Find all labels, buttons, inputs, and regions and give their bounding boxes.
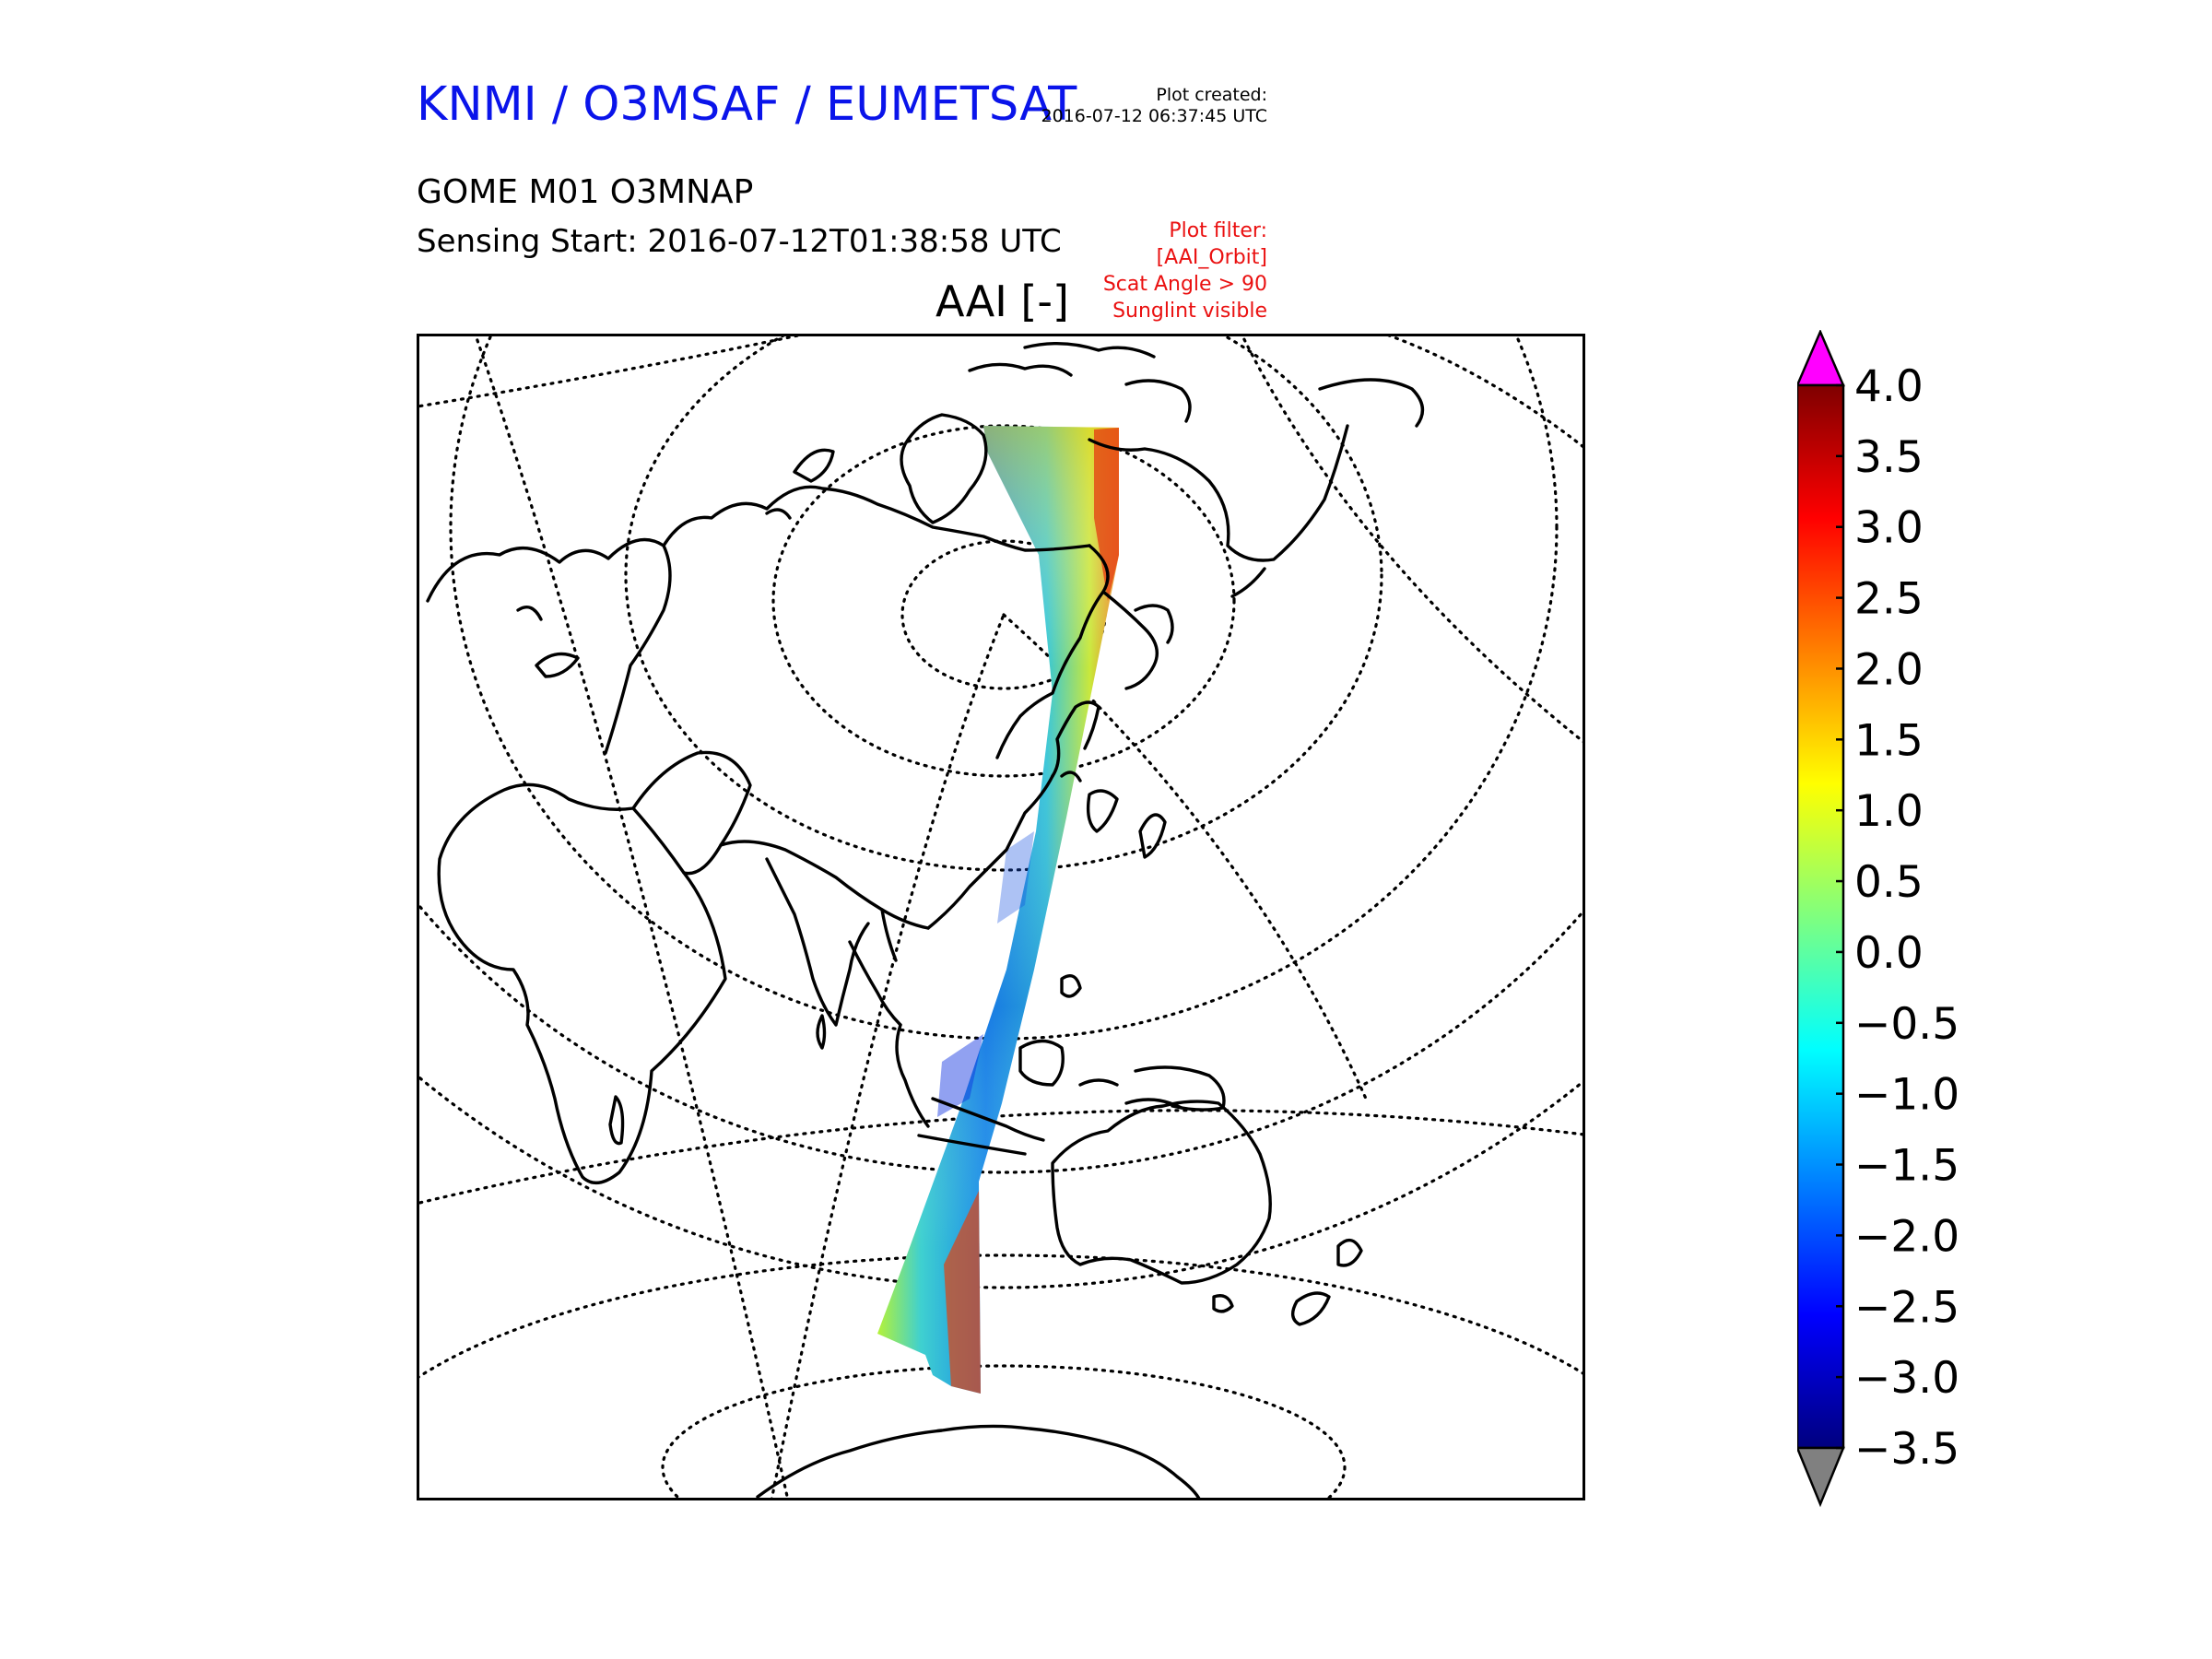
map-panel [417, 334, 1585, 1500]
colorbar-tick-label: 0.5 [1854, 857, 1924, 908]
sensing-start: Sensing Start: 2016-07-12T01:38:58 UTC [417, 223, 1062, 260]
colorbar-tick-label: 3.5 [1854, 432, 1924, 483]
colorbar-tick-label: 1.0 [1854, 786, 1924, 837]
plot-filter: Plot filter: [AAI_Orbit] Scat Angle > 90… [1103, 218, 1267, 324]
coastlines [426, 341, 1425, 1500]
product-name: GOME M01 O3MNAP [417, 173, 754, 211]
page-title: KNMI / O3MSAF / EUMETSAT [417, 77, 1077, 132]
colorbar-under-triangle [1797, 1446, 1845, 1508]
colorbar-tick-label: 2.5 [1854, 574, 1924, 625]
colorbar-gradient [1797, 383, 1845, 1450]
plot-filter-heading: Plot filter: [1169, 219, 1267, 242]
colorbar-tick-label: 0.0 [1854, 928, 1924, 979]
plot-created-info: Plot created: 2016-07-12 06:37:45 UTC [1041, 85, 1268, 127]
colorbar-tick-label: 4.0 [1854, 361, 1924, 412]
aai-swath [877, 426, 1119, 1394]
plot-filter-line: Scat Angle > 90 [1102, 273, 1267, 296]
colorbar-tick-label: −2.0 [1854, 1211, 1959, 1262]
map-frame [417, 334, 1585, 1500]
colorbar-tick-label: −1.5 [1854, 1141, 1959, 1192]
colorbar-ticks: 4.0 3.5 3.0 2.5 2.0 1.5 1.0 0.5 0.0 −0.5 −1.0 −1.5 −… [1836, 361, 1959, 1475]
plot-created-time: 2016-07-12 06:37:45 UTC [1041, 106, 1268, 126]
plot-created-label: Plot created: [1156, 85, 1267, 105]
colorbar-tick-label: 2.0 [1854, 644, 1924, 695]
colorbar-tick-label: 1.5 [1854, 715, 1924, 766]
colorbar-tick-label: −3.5 [1854, 1424, 1959, 1475]
colorbar-tick-label: −1.0 [1854, 1070, 1959, 1121]
colorbar: 4.0 3.5 3.0 2.5 2.0 1.5 1.0 0.5 0.0 −0.5 −1.0 −1.5 −… [1797, 330, 1959, 1508]
colorbar-over-triangle [1797, 330, 1845, 387]
colorbar-tick-label: −0.5 [1854, 999, 1959, 1050]
variable-title: AAI [-] [935, 276, 1069, 326]
colorbar-tick-label: −2.5 [1854, 1282, 1959, 1333]
colorbar-tick-label: −3.0 [1854, 1353, 1959, 1404]
plot-filter-line: [AAI_Orbit] [1156, 246, 1267, 269]
plot-filter-line: Sunglint visible [1112, 300, 1267, 323]
colorbar-tick-label: 3.0 [1854, 503, 1924, 554]
